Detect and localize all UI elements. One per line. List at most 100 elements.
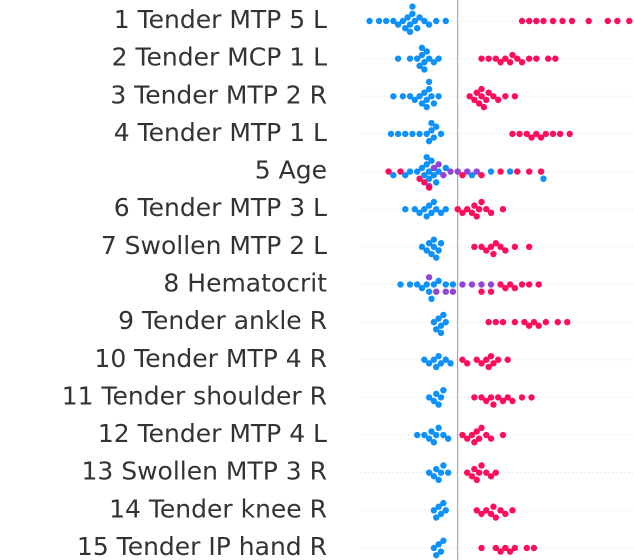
shap-dot bbox=[554, 318, 561, 326]
shap-dot bbox=[473, 89, 480, 96]
shap-dot bbox=[430, 397, 438, 405]
shap-dot bbox=[490, 360, 497, 367]
shap-dot bbox=[478, 55, 485, 62]
feature-label: 15 Tender IP hand R bbox=[77, 532, 327, 560]
shap-dot bbox=[566, 130, 573, 138]
shap-dot bbox=[542, 130, 550, 138]
shap-dot bbox=[437, 130, 445, 138]
shap-dot bbox=[435, 401, 442, 408]
shap-dot bbox=[433, 17, 440, 25]
shap-dot bbox=[449, 281, 457, 288]
shap-dot bbox=[537, 134, 545, 141]
feature-label: 5 Age bbox=[255, 156, 327, 185]
shap-dot bbox=[433, 363, 440, 371]
shap-dot bbox=[475, 469, 483, 476]
shap-dot bbox=[425, 137, 433, 145]
shap-dot bbox=[433, 123, 440, 130]
shap-dot bbox=[502, 284, 509, 292]
shap-dot bbox=[430, 439, 438, 446]
shap-dot bbox=[425, 168, 433, 175]
shap-dot bbox=[411, 206, 418, 213]
shap-dot bbox=[483, 356, 490, 363]
shap-dot bbox=[366, 17, 373, 25]
shap-dot bbox=[428, 250, 435, 258]
shap-dot bbox=[499, 431, 507, 439]
shap-dot bbox=[442, 318, 449, 326]
shap-dot bbox=[437, 360, 445, 367]
shap-dot bbox=[409, 10, 416, 17]
shap-dot bbox=[468, 209, 476, 216]
shap-dot bbox=[413, 281, 421, 288]
feature-label: 9 Tender ankle R bbox=[118, 306, 327, 335]
shap-dot bbox=[425, 21, 433, 28]
shap-dot bbox=[533, 17, 540, 25]
feature-label: 10 Tender MTP 4 R bbox=[94, 344, 327, 373]
shap-dot bbox=[478, 243, 485, 251]
feature-label: 2 Tender MCP 1 L bbox=[112, 43, 327, 72]
shap-dot bbox=[418, 243, 426, 251]
shap-dot bbox=[430, 100, 438, 107]
shap-dot bbox=[437, 329, 445, 337]
shap-dot bbox=[585, 17, 592, 25]
shap-dot bbox=[549, 130, 557, 138]
shap-dot bbox=[466, 93, 473, 100]
shap-dot bbox=[385, 168, 392, 175]
shap-dot bbox=[525, 17, 533, 25]
shap-dot bbox=[425, 394, 433, 401]
shap-dot bbox=[442, 281, 449, 288]
shap-dot bbox=[425, 469, 433, 476]
shap-dot bbox=[497, 59, 504, 66]
shap-dot bbox=[497, 168, 504, 175]
shap-dot bbox=[421, 431, 428, 439]
shap-dot bbox=[497, 281, 504, 288]
shap-dot bbox=[409, 130, 416, 138]
shap-dot bbox=[423, 281, 430, 288]
shap-dot bbox=[406, 28, 414, 35]
shap-dot bbox=[478, 288, 485, 295]
shap-dot bbox=[440, 462, 447, 469]
shap-dot bbox=[473, 168, 480, 175]
shap-dot bbox=[525, 243, 533, 251]
shap-dot bbox=[511, 544, 519, 552]
shap-dot bbox=[537, 168, 545, 175]
shap-dot bbox=[421, 206, 428, 213]
shap-dot bbox=[442, 288, 449, 295]
shap-dot bbox=[435, 541, 442, 548]
shap-dot bbox=[478, 171, 485, 179]
shap-dot bbox=[497, 507, 504, 514]
shap-dot bbox=[525, 281, 533, 288]
shap-dot bbox=[442, 164, 449, 172]
feature-label: 11 Tender shoulder R bbox=[62, 381, 327, 410]
shap-dot bbox=[416, 62, 423, 70]
shap-dot bbox=[487, 288, 495, 295]
shap-dot bbox=[487, 168, 495, 175]
shap-dot bbox=[478, 360, 485, 367]
shap-dot bbox=[528, 134, 535, 141]
shap-dot bbox=[423, 153, 430, 161]
shap-dot bbox=[416, 14, 423, 21]
shap-dot bbox=[437, 469, 445, 476]
shap-dot bbox=[423, 48, 430, 55]
feature-label: 8 Hematocrit bbox=[163, 268, 327, 297]
shap-dot bbox=[430, 236, 438, 243]
shap-dot bbox=[525, 322, 533, 329]
shap-dot bbox=[478, 281, 485, 288]
shap-dot bbox=[411, 96, 418, 104]
shap-dot bbox=[428, 295, 435, 303]
shap-dot bbox=[492, 55, 500, 62]
shap-dot bbox=[530, 544, 538, 552]
shap-dot bbox=[525, 168, 533, 175]
shap-dot bbox=[468, 281, 476, 288]
shap-dot bbox=[423, 96, 430, 104]
shap-dot bbox=[406, 281, 414, 288]
shap-dot bbox=[552, 55, 559, 62]
shap-dot bbox=[428, 428, 435, 435]
shap-dot bbox=[435, 55, 442, 62]
shap-dot bbox=[471, 465, 478, 473]
shap-dot bbox=[514, 55, 521, 62]
shap-dot bbox=[423, 161, 430, 168]
shap-dot bbox=[475, 435, 483, 442]
shap-dot bbox=[464, 168, 471, 175]
shap-dot bbox=[504, 356, 511, 363]
shap-dot bbox=[428, 93, 435, 100]
